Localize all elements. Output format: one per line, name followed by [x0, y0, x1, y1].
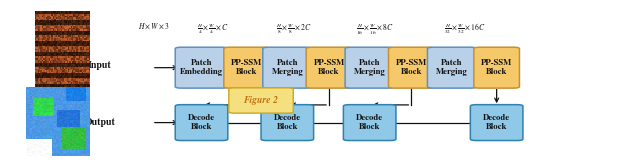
FancyBboxPatch shape [175, 105, 228, 141]
FancyBboxPatch shape [345, 47, 394, 88]
FancyBboxPatch shape [470, 105, 523, 141]
Text: Patch
Merging: Patch Merging [354, 59, 385, 76]
Text: Output: Output [85, 118, 116, 127]
FancyBboxPatch shape [229, 88, 293, 113]
Text: PP-SSM
Block: PP-SSM Block [396, 59, 427, 76]
Text: $H \times W \times 3$: $H \times W \times 3$ [138, 22, 169, 31]
Text: $\frac{H}{8}\times\frac{W}{8}\times 2C$: $\frac{H}{8}\times\frac{W}{8}\times 2C$ [276, 22, 311, 36]
Text: PP-SSM
Block: PP-SSM Block [231, 59, 262, 76]
FancyBboxPatch shape [388, 47, 434, 88]
Text: PP-SSM
Block: PP-SSM Block [481, 59, 512, 76]
Text: $\frac{H}{16}\times\frac{W}{16}\times 8C$: $\frac{H}{16}\times\frac{W}{16}\times 8C… [356, 22, 394, 37]
Text: Decode
Block: Decode Block [483, 114, 510, 131]
FancyBboxPatch shape [306, 47, 352, 88]
Text: $\frac{H}{32}\times\frac{W}{32}\times 16C$: $\frac{H}{32}\times\frac{W}{32}\times 16… [444, 22, 485, 36]
FancyBboxPatch shape [261, 105, 314, 141]
Text: Input: Input [88, 61, 112, 70]
FancyBboxPatch shape [474, 47, 520, 88]
Text: Patch
Merging: Patch Merging [436, 59, 468, 76]
Text: Decode
Block: Decode Block [188, 114, 215, 131]
Text: PP-SSM
Block: PP-SSM Block [314, 59, 344, 76]
FancyBboxPatch shape [344, 105, 396, 141]
FancyBboxPatch shape [224, 47, 269, 88]
Text: Patch
Merging: Patch Merging [271, 59, 303, 76]
FancyBboxPatch shape [428, 47, 477, 88]
FancyBboxPatch shape [263, 47, 312, 88]
FancyBboxPatch shape [175, 47, 228, 88]
Text: Patch
Embedding: Patch Embedding [180, 59, 223, 76]
Text: Decode
Block: Decode Block [356, 114, 383, 131]
Text: Figure 2: Figure 2 [244, 96, 278, 105]
Text: Decode
Block: Decode Block [274, 114, 301, 131]
Text: $\frac{H}{4}\times\frac{W}{4}\times C$: $\frac{H}{4}\times\frac{W}{4}\times C$ [197, 22, 228, 36]
